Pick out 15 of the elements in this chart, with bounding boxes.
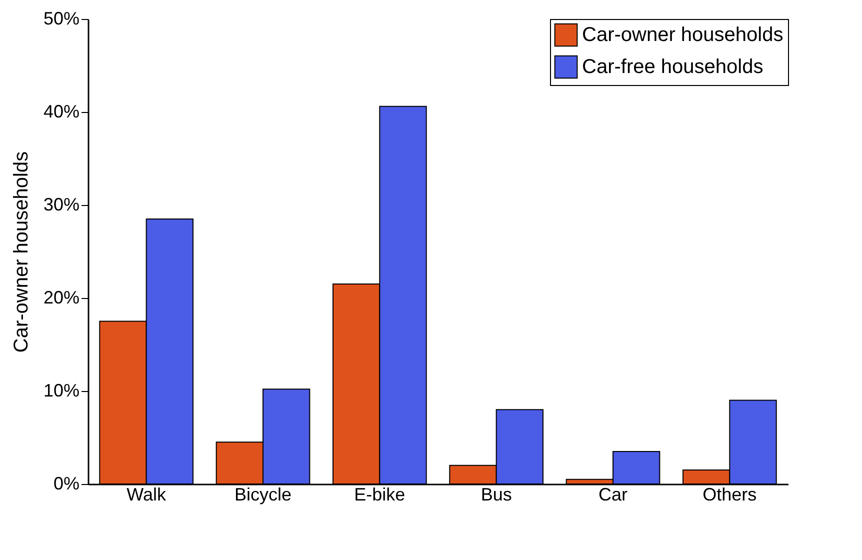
y-tick-label: 30% bbox=[43, 194, 80, 214]
y-tick-label: 0% bbox=[53, 474, 80, 494]
x-tick-label: Car bbox=[598, 484, 628, 504]
x-tick-label: Others bbox=[702, 484, 757, 504]
x-tick-label: Walk bbox=[126, 484, 167, 504]
y-axis-title: Car-owner households bbox=[10, 151, 32, 353]
y-tick-label: 40% bbox=[43, 102, 80, 122]
x-tick-label: E-bike bbox=[354, 484, 406, 504]
y-tick-label: 20% bbox=[43, 288, 80, 308]
x-tick-label: Bicycle bbox=[234, 484, 292, 504]
x-tick-label: Bus bbox=[480, 484, 512, 504]
y-tick-label: 10% bbox=[43, 380, 80, 400]
legend-label: Car-free households bbox=[582, 56, 764, 78]
legend-label: Car-owner households bbox=[582, 24, 784, 46]
y-tick-label: 50% bbox=[43, 8, 80, 28]
